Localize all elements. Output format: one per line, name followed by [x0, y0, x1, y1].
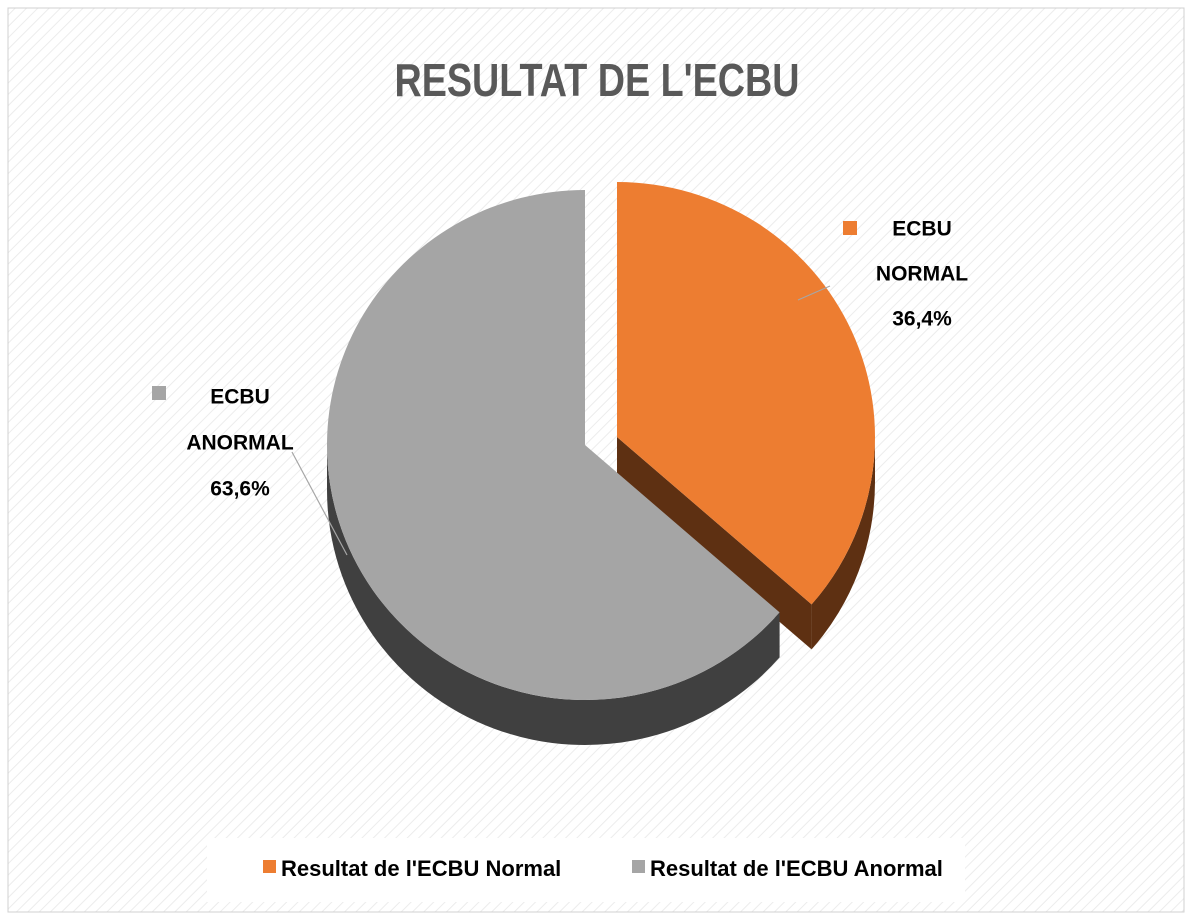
data-label-name: NORMAL: [876, 263, 968, 286]
leader-line: [797, 285, 831, 301]
legend-swatch: [263, 860, 276, 873]
legend-label: Resultat de l'ECBU Anormal: [650, 856, 943, 881]
legend-label: Resultat de l'ECBU Normal: [281, 856, 561, 881]
legend-swatch: [632, 860, 645, 873]
data-label-name: ECBU: [892, 218, 952, 241]
leader-line: [291, 451, 348, 556]
legend: [207, 838, 965, 902]
chart-title: RESULTAT DE L'ECBU: [395, 54, 800, 106]
data-label-key: [843, 221, 857, 235]
pie-side: [327, 445, 780, 746]
data-label-name: ANORMAL: [186, 432, 293, 455]
data-label-value: 63,6%: [210, 478, 270, 501]
data-label-name: ECBU: [210, 386, 270, 409]
pie-slice: [327, 190, 780, 701]
data-label-key: [152, 386, 166, 400]
pie-slice: [617, 182, 875, 605]
pie-side: [811, 437, 875, 650]
pie-wall: [617, 437, 812, 650]
data-label-value: 36,4%: [892, 308, 952, 331]
